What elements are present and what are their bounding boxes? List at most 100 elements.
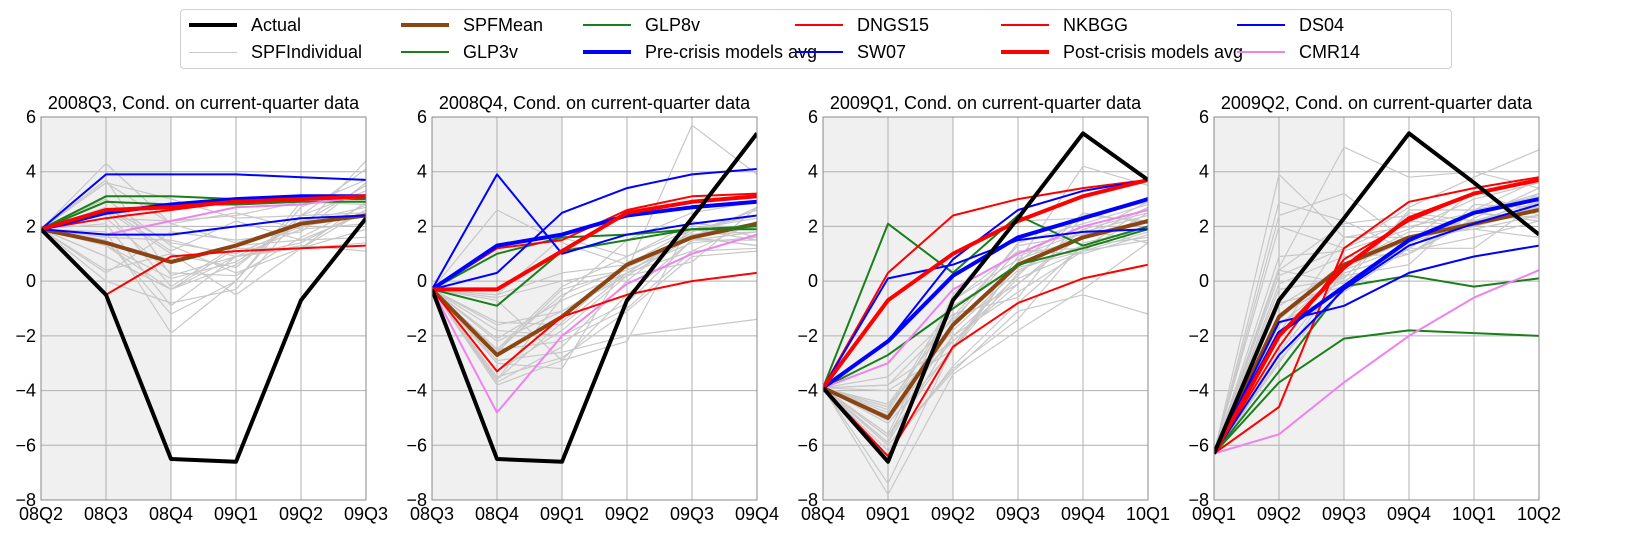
series-group	[1214, 131, 1539, 455]
plot-frame	[822, 116, 1149, 501]
series-spfindividual	[1214, 146, 1539, 454]
series-spfindividual	[432, 217, 757, 351]
y-tick-label: 6	[26, 107, 36, 127]
series-spfindividual	[432, 220, 757, 326]
legend-label: Pre-crisis models avg	[645, 41, 818, 62]
series-sw07	[432, 173, 757, 290]
series-spfindividual	[823, 212, 1148, 424]
series-sw07	[41, 173, 366, 230]
series-spfindividual	[41, 198, 366, 274]
legend-label: NKBGG	[1063, 14, 1129, 35]
series-spfindividual	[1214, 149, 1539, 454]
x-tick-label: 08Q2	[19, 504, 63, 524]
y-tick-label: −2	[15, 326, 36, 346]
series-dngs15	[823, 263, 1148, 458]
x-tick-label: 08Q4	[801, 504, 845, 524]
legend-item-spfmean: SPFMean	[401, 12, 543, 38]
series-spfindividual	[41, 209, 366, 307]
y-tick-label: −6	[406, 435, 427, 455]
series-spfindividual	[823, 201, 1148, 405]
y-tick-label: −8	[15, 490, 36, 510]
x-tick-label: 09Q1	[540, 504, 584, 524]
chart-legend: Actual SPFIndividual SPFMean GLP3v GLP8v Pre-…	[180, 9, 1452, 69]
panel-title: 2008Q4, Cond. on current-quarter data	[439, 93, 751, 113]
y-tick-label: 6	[808, 107, 818, 127]
y-tick-label: 0	[26, 271, 36, 291]
series-spfindividual	[823, 165, 1148, 392]
panel-title: 2009Q1, Cond. on current-quarter data	[830, 93, 1142, 113]
x-tick-label: 09Q1	[866, 504, 910, 524]
legend-item-glp3v: GLP3v	[401, 39, 518, 65]
x-tick-label: 09Q4	[735, 504, 779, 524]
series-spfindividual	[41, 228, 366, 258]
series-dngs15	[432, 271, 757, 373]
y-tick-label: −2	[797, 326, 818, 346]
x-tick-label: 09Q2	[605, 504, 649, 524]
y-tick-label: −4	[1188, 381, 1209, 401]
series-spfindividual	[1214, 209, 1539, 454]
legend-label: GLP8v	[645, 14, 701, 35]
series-spfindividual	[823, 231, 1148, 444]
y-tick-label: 0	[1199, 271, 1209, 291]
x-tick-label: 09Q2	[279, 504, 323, 524]
y-tick-label: −2	[1188, 326, 1209, 346]
y-tick-label: 0	[808, 271, 818, 291]
series-actual	[41, 216, 366, 464]
series-pre-crisis-models-avg	[41, 194, 366, 232]
y-tick-label: 6	[1199, 107, 1209, 127]
y-tick-label: −8	[1188, 490, 1209, 510]
plot-frame	[431, 116, 758, 501]
series-group	[823, 131, 1148, 496]
series-post-crisis-models-avg	[41, 194, 366, 232]
x-tick-label: 09Q1	[214, 504, 258, 524]
series-spfindividual	[41, 212, 366, 304]
plot-frame	[40, 116, 367, 501]
legend-label: GLP3v	[463, 41, 519, 62]
legend-swatch	[1001, 50, 1049, 54]
series-spfmean	[823, 219, 1148, 420]
legend-swatch	[1237, 24, 1285, 26]
legend-item-glp8v: GLP8v	[583, 12, 700, 38]
y-tick-label: 2	[26, 216, 36, 236]
series-spfindividual	[432, 206, 757, 342]
series-glp8v	[1214, 274, 1539, 455]
series-glp3v	[1214, 329, 1539, 455]
legend-item-dngs15: DNGS15	[795, 12, 929, 38]
x-tick-label: 09Q4	[1387, 504, 1431, 524]
legend-label: DS04	[1299, 14, 1345, 35]
series-group	[432, 124, 757, 464]
x-tick-label: 08Q4	[475, 504, 519, 524]
series-group	[41, 160, 366, 464]
legend-item-spfindividual: SPFIndividual	[189, 39, 362, 65]
legend-swatch	[401, 51, 449, 53]
series-spfmean	[432, 221, 757, 357]
legend-item-post-crisis-models-avg: Post-crisis models avg	[1001, 39, 1243, 65]
legend-label: SPFMean	[463, 14, 544, 35]
y-tick-label: 0	[417, 271, 427, 291]
legend-item-actual: Actual	[189, 12, 301, 38]
series-spfindividual	[432, 220, 757, 362]
series-cmr14	[432, 233, 757, 414]
plot-frame	[1213, 116, 1540, 501]
legend-swatch	[795, 24, 843, 26]
legend-swatch	[189, 23, 237, 27]
series-spfindividual	[432, 250, 757, 378]
y-tick-label: −4	[797, 381, 818, 401]
series-glp3v	[823, 228, 1148, 389]
panel-title: 2009Q2, Cond. on current-quarter data	[1221, 93, 1533, 113]
y-tick-label: −4	[406, 381, 427, 401]
series-spfindividual	[1214, 195, 1539, 454]
legend-swatch	[583, 50, 631, 54]
series-actual	[1214, 131, 1539, 455]
series-spfindividual	[41, 182, 366, 230]
series-spfindividual	[432, 124, 757, 299]
series-spfindividual	[1214, 209, 1539, 454]
y-tick-label: −8	[406, 490, 427, 510]
series-cmr14	[823, 209, 1148, 389]
x-tick-label: 09Q3	[1322, 504, 1366, 524]
series-spfindividual	[823, 239, 1148, 389]
